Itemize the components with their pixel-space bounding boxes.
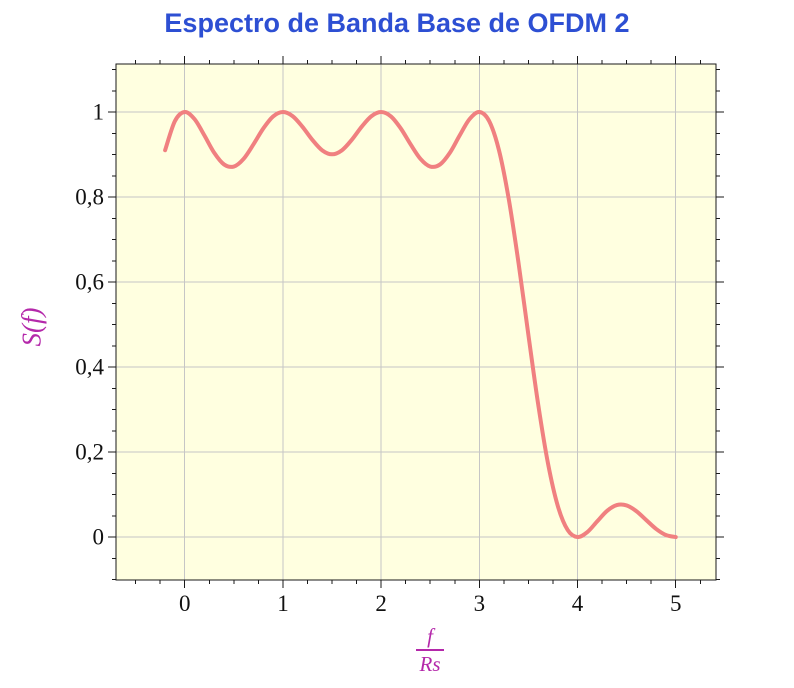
y-tick-label: 0,4 — [75, 355, 104, 380]
x-axis-label-numerator: f — [427, 624, 433, 648]
y-tick-label: 0,8 — [75, 185, 104, 210]
x-tick-label: 0 — [179, 591, 191, 616]
y-tick-label: 0 — [93, 525, 105, 550]
x-tick-label: 3 — [474, 591, 486, 616]
y-tick-label: 0,6 — [75, 270, 104, 295]
x-tick-label: 1 — [277, 591, 289, 616]
x-tick-label: 4 — [572, 591, 584, 616]
y-tick-label: 1 — [93, 100, 105, 125]
chart-title: Espectro de Banda Base de OFDM 2 — [164, 8, 630, 38]
x-axis-label-denominator: Rs — [419, 652, 441, 677]
x-tick-label: 2 — [375, 591, 387, 616]
y-tick-label: 0,2 — [75, 440, 104, 465]
series-curve — [163, 110, 678, 540]
y-axis-label: S(f) — [16, 307, 47, 347]
x-axis-label: f Rs — [416, 624, 444, 676]
x-axis-label-fraction-bar — [416, 649, 444, 652]
x-tick-label: 5 — [670, 591, 682, 616]
plot-frame — [115, 63, 717, 581]
